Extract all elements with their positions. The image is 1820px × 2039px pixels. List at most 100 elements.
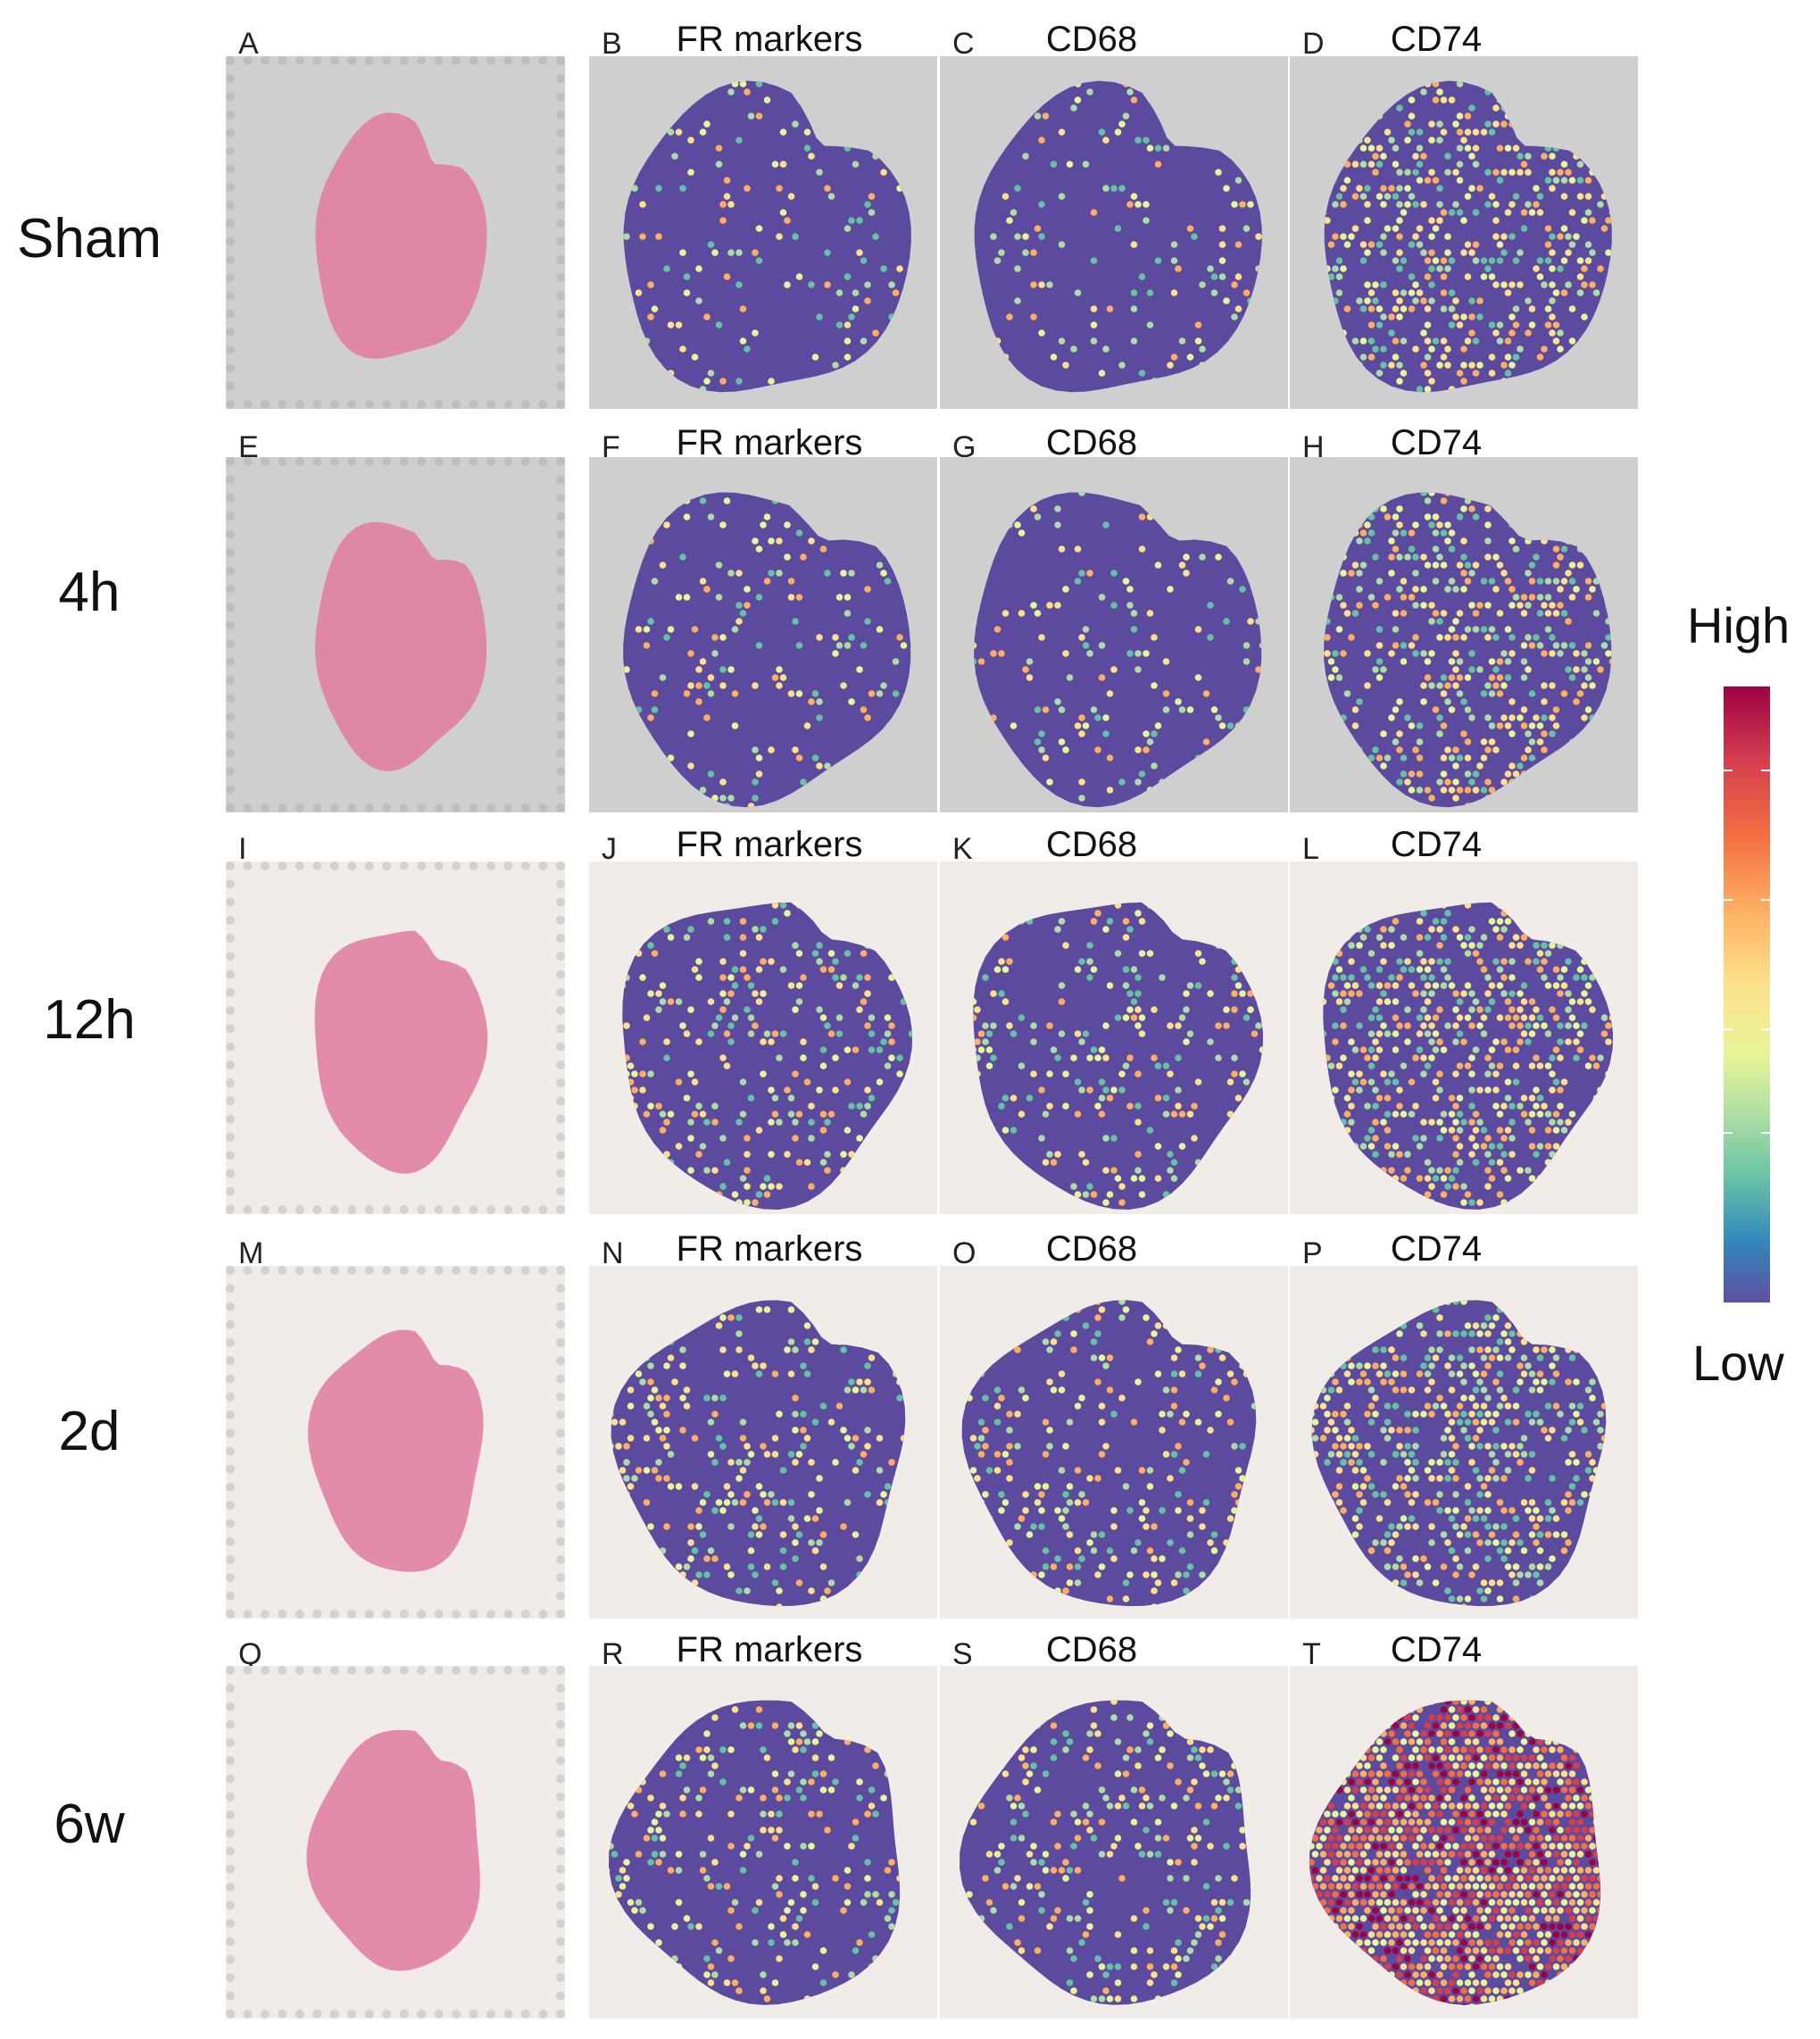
expression-spot	[1581, 1266, 1588, 1273]
expression-spot	[1154, 1579, 1162, 1586]
expression-spot	[1549, 1183, 1556, 1190]
expression-spot	[739, 610, 747, 617]
expression-spot	[1380, 1119, 1387, 1126]
expression-spot	[1557, 878, 1564, 885]
expression-spot	[1536, 1306, 1544, 1313]
expression-spot	[1074, 966, 1082, 973]
expression-spot	[1194, 337, 1202, 345]
expression-spot	[1568, 354, 1576, 361]
expression-spot	[1436, 1266, 1443, 1273]
expression-spot	[1508, 1199, 1516, 1206]
expression-spot	[1194, 1370, 1202, 1377]
expression-spot	[1517, 249, 1524, 256]
expression-spot	[1585, 1290, 1592, 1297]
expression-spot	[1372, 345, 1379, 353]
expression-spot	[888, 492, 895, 496]
expression-spot	[1308, 602, 1315, 609]
expression-spot	[611, 305, 619, 312]
expression-spot	[1118, 1199, 1126, 1206]
expression-spot	[599, 1298, 606, 1305]
expression-spot	[1110, 1507, 1118, 1514]
expression-spot	[1552, 966, 1560, 973]
expression-spot	[1484, 974, 1492, 981]
expression-spot	[1327, 902, 1335, 909]
expression-spot	[1312, 64, 1319, 71]
expression-spot	[1536, 1191, 1544, 1198]
expression-spot	[1086, 570, 1093, 577]
expression-spot	[1617, 337, 1625, 345]
expression-spot	[1122, 918, 1130, 925]
expression-spot	[954, 803, 961, 810]
expression-spot	[1492, 878, 1500, 885]
expression-spot	[599, 1603, 606, 1610]
expression-spot	[1484, 746, 1492, 753]
expression-spot	[1143, 1571, 1150, 1578]
expression-spot	[1183, 1459, 1190, 1466]
expression-spot	[1508, 362, 1516, 369]
expression-spot	[703, 1571, 711, 1578]
expression-spot	[663, 1587, 670, 1594]
expression-spot	[1134, 746, 1142, 753]
expression-spot	[808, 1103, 815, 1110]
expression-spot	[1006, 1571, 1013, 1578]
expression-spot	[1332, 201, 1339, 208]
expression-spot	[1251, 96, 1259, 104]
expression-spot	[1625, 578, 1633, 585]
expression-spot	[1332, 169, 1339, 176]
expression-spot	[615, 1443, 622, 1450]
expression-spot	[1022, 153, 1029, 160]
expression-spot	[700, 870, 707, 877]
expression-spot	[880, 910, 887, 917]
expression-spot	[1276, 80, 1283, 87]
expression-spot	[1054, 1314, 1061, 1321]
expression-spot	[1512, 1014, 1520, 1021]
expression-spot	[1468, 505, 1475, 512]
expression-spot	[1520, 161, 1528, 168]
expression-spot	[795, 1159, 803, 1166]
expression-spot	[1565, 281, 1572, 288]
expression-spot	[1456, 1143, 1464, 1150]
expression-spot	[716, 886, 723, 893]
expression-spot	[1078, 492, 1085, 496]
expression-spot	[1199, 345, 1206, 353]
expression-spot	[635, 1595, 643, 1602]
expression-spot	[1364, 473, 1371, 480]
expression-spot	[1629, 1151, 1636, 1158]
expression-spot	[1468, 249, 1475, 256]
expression-spot	[1074, 80, 1082, 87]
expression-spot	[811, 1338, 819, 1345]
expression-spot	[1242, 289, 1251, 296]
expression-spot	[639, 1266, 646, 1273]
expression-spot	[615, 1135, 622, 1142]
expression-spot	[1255, 570, 1262, 577]
expression-spot	[1207, 634, 1214, 641]
expression-spot	[1034, 738, 1042, 745]
expression-spot	[1525, 602, 1532, 609]
expression-spot	[973, 1014, 977, 1021]
expression-spot	[1560, 982, 1568, 989]
expression-spot	[615, 1507, 622, 1514]
expression-spot	[591, 1314, 598, 1321]
expression-spot	[1018, 918, 1026, 925]
expression-spot	[1464, 770, 1472, 778]
expression-spot	[1508, 586, 1516, 593]
expression-spot	[824, 505, 831, 512]
expression-spot	[1568, 998, 1576, 1005]
expression-spot	[1118, 1183, 1126, 1190]
expression-spot	[1633, 193, 1638, 200]
expression-spot	[719, 1314, 727, 1321]
expression-spot	[684, 1611, 691, 1619]
expression-spot	[1034, 706, 1042, 713]
expression-spot	[622, 966, 627, 973]
expression-spot	[1186, 706, 1194, 713]
expression-spot	[1327, 982, 1335, 989]
expression-spot	[1584, 706, 1592, 713]
expression-spot	[1472, 513, 1480, 520]
expression-spot	[1062, 362, 1069, 369]
expression-spot	[1629, 762, 1636, 770]
expression-spot	[892, 950, 900, 957]
expression-spot	[1231, 1507, 1238, 1514]
expression-spot	[800, 1427, 807, 1434]
expression-spot	[1348, 942, 1355, 949]
expression-spot	[1476, 1086, 1483, 1094]
